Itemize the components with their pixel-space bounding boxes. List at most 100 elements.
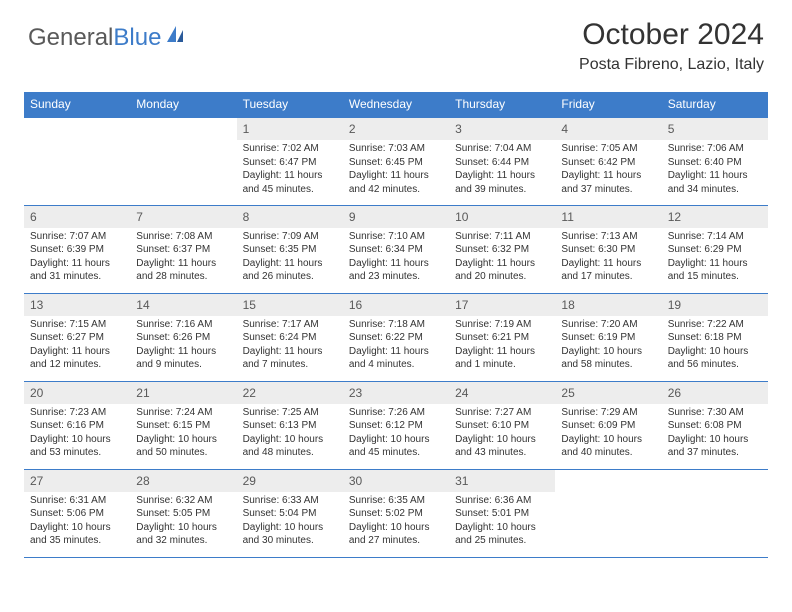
sunrise-line: Sunrise: 7:16 AM <box>136 318 230 332</box>
logo-text-accent: Blue <box>113 24 161 52</box>
daylight-line: Daylight: 11 hours and 37 minutes. <box>561 169 655 196</box>
day-body: Sunrise: 7:13 AMSunset: 6:30 PMDaylight:… <box>555 228 661 288</box>
sunset-line: Sunset: 6:18 PM <box>668 331 762 345</box>
daylight-line: Daylight: 10 hours and 32 minutes. <box>136 521 230 548</box>
day-cell: 15Sunrise: 7:17 AMSunset: 6:24 PMDayligh… <box>237 293 343 381</box>
day-number-row: 22 <box>237 382 343 404</box>
day-number: 20 <box>30 386 43 400</box>
day-cell: 22Sunrise: 7:25 AMSunset: 6:13 PMDayligh… <box>237 381 343 469</box>
day-cell: 29Sunrise: 6:33 AMSunset: 5:04 PMDayligh… <box>237 469 343 557</box>
daylight-line: Daylight: 11 hours and 31 minutes. <box>30 257 124 284</box>
day-number: 5 <box>668 122 675 136</box>
day-cell: 13Sunrise: 7:15 AMSunset: 6:27 PMDayligh… <box>24 293 130 381</box>
sunset-line: Sunset: 6:13 PM <box>243 419 337 433</box>
day-header: Tuesday <box>237 92 343 117</box>
sunrise-line: Sunrise: 7:22 AM <box>668 318 762 332</box>
day-cell: 11Sunrise: 7:13 AMSunset: 6:30 PMDayligh… <box>555 205 661 293</box>
day-number: 25 <box>561 386 574 400</box>
daylight-line: Daylight: 11 hours and 28 minutes. <box>136 257 230 284</box>
day-number: 28 <box>136 474 149 488</box>
week-row: 1Sunrise: 7:02 AMSunset: 6:47 PMDaylight… <box>24 117 768 205</box>
day-body: Sunrise: 7:18 AMSunset: 6:22 PMDaylight:… <box>343 316 449 376</box>
day-number: 10 <box>455 210 468 224</box>
sunrise-line: Sunrise: 7:14 AM <box>668 230 762 244</box>
day-cell: 5Sunrise: 7:06 AMSunset: 6:40 PMDaylight… <box>662 117 768 205</box>
day-number: 6 <box>30 210 37 224</box>
daylight-line: Daylight: 10 hours and 58 minutes. <box>561 345 655 372</box>
daylight-line: Daylight: 10 hours and 30 minutes. <box>243 521 337 548</box>
sunrise-line: Sunrise: 7:17 AM <box>243 318 337 332</box>
day-body: Sunrise: 7:03 AMSunset: 6:45 PMDaylight:… <box>343 140 449 200</box>
day-cell: 28Sunrise: 6:32 AMSunset: 5:05 PMDayligh… <box>130 469 236 557</box>
day-body: Sunrise: 7:08 AMSunset: 6:37 PMDaylight:… <box>130 228 236 288</box>
day-number-row: 20 <box>24 382 130 404</box>
week-row: 13Sunrise: 7:15 AMSunset: 6:27 PMDayligh… <box>24 293 768 381</box>
sunset-line: Sunset: 6:37 PM <box>136 243 230 257</box>
day-header: Sunday <box>24 92 130 117</box>
page-header: GeneralBlue October 2024 Posta Fibreno, … <box>0 0 792 82</box>
day-header: Friday <box>555 92 661 117</box>
daylight-line: Daylight: 11 hours and 4 minutes. <box>349 345 443 372</box>
day-body: Sunrise: 7:24 AMSunset: 6:15 PMDaylight:… <box>130 404 236 464</box>
sunset-line: Sunset: 6:22 PM <box>349 331 443 345</box>
day-cell: 26Sunrise: 7:30 AMSunset: 6:08 PMDayligh… <box>662 381 768 469</box>
day-body: Sunrise: 7:19 AMSunset: 6:21 PMDaylight:… <box>449 316 555 376</box>
day-header-row: SundayMondayTuesdayWednesdayThursdayFrid… <box>24 92 768 117</box>
sunrise-line: Sunrise: 7:07 AM <box>30 230 124 244</box>
logo-text-main: General <box>28 24 113 52</box>
daylight-line: Daylight: 10 hours and 40 minutes. <box>561 433 655 460</box>
sunrise-line: Sunrise: 6:31 AM <box>30 494 124 508</box>
day-body: Sunrise: 7:16 AMSunset: 6:26 PMDaylight:… <box>130 316 236 376</box>
sunset-line: Sunset: 6:24 PM <box>243 331 337 345</box>
sunset-line: Sunset: 6:32 PM <box>455 243 549 257</box>
day-number: 24 <box>455 386 468 400</box>
month-title: October 2024 <box>579 18 764 52</box>
day-cell: 31Sunrise: 6:36 AMSunset: 5:01 PMDayligh… <box>449 469 555 557</box>
day-body: Sunrise: 6:31 AMSunset: 5:06 PMDaylight:… <box>24 492 130 552</box>
day-number: 27 <box>30 474 43 488</box>
day-number-row: 31 <box>449 470 555 492</box>
day-cell: 21Sunrise: 7:24 AMSunset: 6:15 PMDayligh… <box>130 381 236 469</box>
sunrise-line: Sunrise: 7:04 AM <box>455 142 549 156</box>
day-number: 3 <box>455 122 462 136</box>
day-body: Sunrise: 7:04 AMSunset: 6:44 PMDaylight:… <box>449 140 555 200</box>
day-number-row: 17 <box>449 294 555 316</box>
sunrise-line: Sunrise: 7:15 AM <box>30 318 124 332</box>
daylight-line: Daylight: 10 hours and 56 minutes. <box>668 345 762 372</box>
sunset-line: Sunset: 6:34 PM <box>349 243 443 257</box>
day-body: Sunrise: 7:14 AMSunset: 6:29 PMDaylight:… <box>662 228 768 288</box>
sunrise-line: Sunrise: 6:33 AM <box>243 494 337 508</box>
sunset-line: Sunset: 6:40 PM <box>668 156 762 170</box>
sunset-line: Sunset: 5:02 PM <box>349 507 443 521</box>
sunrise-line: Sunrise: 7:19 AM <box>455 318 549 332</box>
daylight-line: Daylight: 11 hours and 42 minutes. <box>349 169 443 196</box>
sunset-line: Sunset: 6:27 PM <box>30 331 124 345</box>
daylight-line: Daylight: 11 hours and 45 minutes. <box>243 169 337 196</box>
day-cell: 6 Sunrise: 7:07 AMSunset: 6:39 PMDaylight… <box>24 205 130 293</box>
day-number-row: 27 <box>24 470 130 492</box>
day-cell: 24Sunrise: 7:27 AMSunset: 6:10 PMDayligh… <box>449 381 555 469</box>
day-number-row: 29 <box>237 470 343 492</box>
calendar-table: SundayMondayTuesdayWednesdayThursdayFrid… <box>24 92 768 558</box>
daylight-line: Daylight: 10 hours and 27 minutes. <box>349 521 443 548</box>
sunset-line: Sunset: 6:39 PM <box>30 243 124 257</box>
day-cell <box>24 117 130 205</box>
day-cell: 2Sunrise: 7:03 AMSunset: 6:45 PMDaylight… <box>343 117 449 205</box>
sunrise-line: Sunrise: 7:25 AM <box>243 406 337 420</box>
day-number: 31 <box>455 474 468 488</box>
day-body: Sunrise: 7:20 AMSunset: 6:19 PMDaylight:… <box>555 316 661 376</box>
day-cell: 16Sunrise: 7:18 AMSunset: 6:22 PMDayligh… <box>343 293 449 381</box>
day-number: 8 <box>243 210 250 224</box>
sunset-line: Sunset: 6:30 PM <box>561 243 655 257</box>
daylight-line: Daylight: 11 hours and 39 minutes. <box>455 169 549 196</box>
day-body: Sunrise: 7:25 AMSunset: 6:13 PMDaylight:… <box>237 404 343 464</box>
day-number-row: 1 <box>237 118 343 140</box>
sunset-line: Sunset: 6:44 PM <box>455 156 549 170</box>
day-number: 29 <box>243 474 256 488</box>
day-number: 23 <box>349 386 362 400</box>
day-number-row: 18 <box>555 294 661 316</box>
daylight-line: Daylight: 11 hours and 12 minutes. <box>30 345 124 372</box>
daylight-line: Daylight: 10 hours and 35 minutes. <box>30 521 124 548</box>
day-body: Sunrise: 7:07 AMSunset: 6:39 PMDaylight:… <box>24 228 130 288</box>
sunset-line: Sunset: 6:29 PM <box>668 243 762 257</box>
